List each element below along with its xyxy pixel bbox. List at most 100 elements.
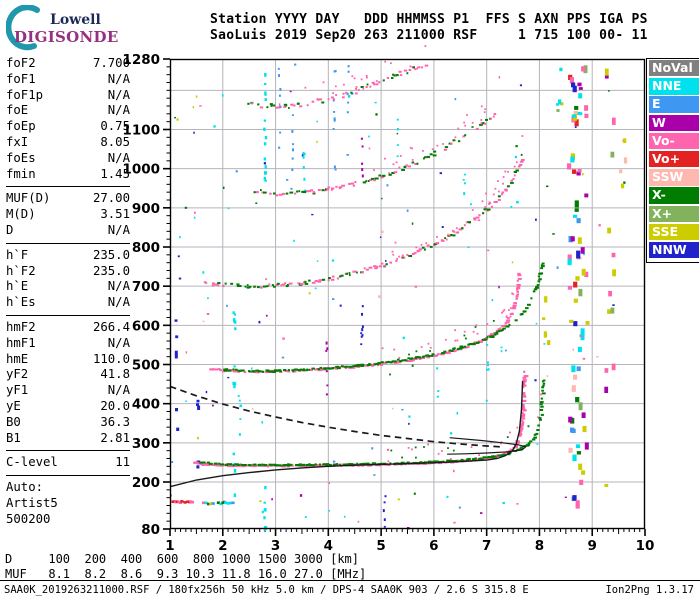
spread-dot	[442, 143, 444, 145]
param-label: h`Es	[6, 295, 36, 310]
noise-dot	[371, 447, 374, 450]
spread-dot	[427, 443, 429, 446]
trace-dot-F2-4hop	[367, 180, 370, 182]
noise-dot	[452, 469, 455, 473]
rfi-dot	[568, 447, 573, 453]
noise-dot	[346, 154, 349, 156]
trace-dot-F2-3hop	[389, 261, 393, 264]
param-row-C-level: C-level 11	[6, 455, 130, 471]
noise-dot	[582, 357, 586, 360]
trace-dot-F2-2hop-X	[392, 360, 397, 363]
trace-dot-F2-3hop	[445, 238, 448, 241]
trace-dot-F2-5hop	[355, 87, 357, 90]
interference-dot	[384, 495, 387, 498]
trace-dot-F2-3hop	[308, 279, 311, 282]
trace-dot-F2-3hop	[203, 281, 207, 284]
trace-dot-F2-3hop	[494, 201, 498, 203]
noise-dot	[265, 314, 268, 317]
trace-dot-F2-4hop	[301, 190, 304, 193]
noise-dot	[195, 95, 198, 98]
trace-dot-F2-1hop-X	[533, 436, 537, 439]
interference-dot	[396, 155, 399, 158]
trace-dot-F2-1hop-X	[539, 409, 544, 411]
trace-dot-F2-1hop-O	[457, 459, 461, 462]
noise-dot	[552, 233, 555, 235]
trace-dot-F2-4hop	[310, 189, 314, 192]
trace-dot-F2-4hop	[391, 172, 395, 174]
trace-dot-F2-3hop	[281, 283, 286, 286]
trace-dot-F2-4hop	[362, 181, 367, 184]
interference-dot	[175, 408, 178, 412]
trace-dot-F2-4hop	[263, 191, 267, 194]
noise-dot	[301, 154, 304, 157]
trace-dot-F2-1hop-X	[539, 403, 543, 406]
trace-dot-F2-3hop	[416, 249, 421, 252]
trace-dot-F2-3hop	[468, 221, 471, 224]
trace-dot-F2-2hop-O	[517, 285, 521, 288]
rfi-dot	[571, 114, 576, 118]
trace-dot-F2-5hop	[365, 86, 368, 88]
trace-dot-F2-1hop-X	[254, 463, 257, 466]
trace-dot-F2-1hop-X	[359, 463, 362, 466]
x-axis-label: 3	[271, 538, 280, 554]
trace-dot-F2-1hop-O	[522, 409, 527, 412]
trace-dot-F2-3hop	[510, 179, 513, 182]
trace-dot-F2-2hop-X	[311, 367, 315, 370]
noise-dot	[485, 399, 488, 402]
noise-dot	[450, 432, 453, 435]
trace-dot-F2-1hop-X	[400, 461, 405, 464]
trace-dot-F2-4hop	[443, 148, 447, 151]
interference-dot	[264, 165, 267, 169]
trace-dot-F2-2hop-O	[490, 333, 494, 336]
interference-dot	[264, 98, 267, 101]
trace-dot-F2-4hop	[416, 162, 419, 165]
trace-dot-F2-4hop	[294, 192, 297, 195]
trace-dot-F2-1hop-X	[521, 446, 524, 449]
trace-dot-F2-4hop	[350, 182, 354, 185]
spread-dot	[474, 326, 477, 328]
trace-dot-F2-3hop	[458, 228, 463, 231]
param-value: 0.75	[100, 119, 130, 134]
rfi-dot	[581, 268, 586, 276]
trace-dot-F2-5hop	[376, 80, 378, 83]
interference-dot	[303, 177, 306, 181]
param-row-D: D N/A	[6, 223, 130, 239]
interference-dot	[291, 130, 294, 133]
trace-dot-F2-2hop-O	[516, 294, 519, 297]
trace-dot-F2-3hop	[239, 285, 242, 287]
trace-dot-F2-2hop-O	[512, 305, 516, 308]
interference-dot	[278, 146, 281, 149]
noise-dot	[222, 186, 225, 189]
trace-dot-F2-2hop-X	[415, 356, 419, 359]
noise-dot	[185, 351, 188, 354]
spread-dot	[498, 190, 500, 193]
spread-dot	[409, 65, 412, 68]
trace-dot-F2-1hop-X	[275, 464, 278, 467]
trace-dot-F2-4hop	[423, 157, 425, 160]
trace-dot-F2-2hop-O	[232, 370, 237, 373]
trace-dot-F2-2hop-X	[486, 336, 489, 339]
param-row-yF2: yF2 41.8	[6, 367, 130, 383]
trace-dot-F2-1hop-X	[538, 418, 542, 421]
spread-dot	[351, 75, 354, 78]
trace-dot-F2-3hop	[408, 255, 413, 257]
trace-dot-F2-2hop-X	[227, 369, 232, 372]
noise-dot	[381, 230, 384, 233]
trace-dot-F2-5hop	[403, 69, 408, 72]
spread-dot	[485, 192, 487, 195]
noise-dot	[207, 297, 209, 300]
trace-dot-F2-1hop-O	[521, 415, 525, 418]
param-separator	[6, 242, 130, 244]
spread-dot	[455, 227, 458, 230]
trace-dot-F2-2hop-X	[520, 313, 524, 315]
interference-dot	[233, 493, 237, 498]
rfi-dot	[577, 82, 582, 87]
trace-dot-F2-1hop-X	[436, 460, 439, 463]
interference-dot	[302, 155, 305, 159]
rfi-dot	[573, 374, 578, 380]
noise-dot	[184, 206, 188, 209]
trace-dot-F2-2hop-O	[516, 279, 519, 282]
spread-dot	[509, 431, 511, 434]
param-row-hmE: hmE 110.0	[6, 352, 130, 368]
rfi-dot	[623, 138, 627, 144]
